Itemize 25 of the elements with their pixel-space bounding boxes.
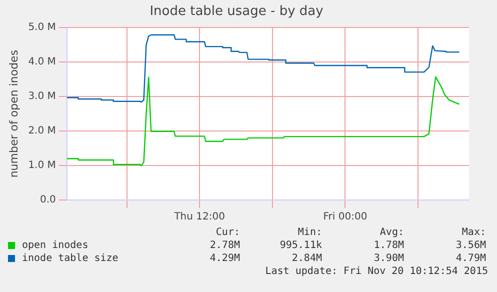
y-axis-title: number of open inodes bbox=[7, 50, 20, 178]
text: 4.29M bbox=[208, 252, 240, 265]
text: 2.78M bbox=[208, 239, 240, 252]
text: 995.11k bbox=[278, 239, 322, 252]
text: Last update: Fri Nov 20 10:12:54 2015 bbox=[264, 265, 488, 278]
chart-title: Inode table usage - by day bbox=[150, 4, 324, 20]
legend-label: open inodes bbox=[21, 239, 90, 252]
text: 3.90M bbox=[372, 252, 404, 265]
text: 4.79M bbox=[454, 252, 486, 265]
x-tick-label: Thu 12:00 bbox=[173, 212, 225, 223]
y-tick-label: 3.0 M bbox=[28, 91, 56, 102]
text: Max: bbox=[460, 226, 486, 239]
legend-label: inode table size bbox=[21, 252, 120, 265]
y-tick-label: 0.0 bbox=[40, 194, 56, 206]
text: 1.78M bbox=[372, 239, 404, 252]
y-tick-label: 5.0 M bbox=[28, 22, 56, 34]
y-tick-label: 4.0 M bbox=[28, 56, 56, 68]
y-tick-label: 2.0 M bbox=[28, 126, 56, 137]
text: 3.56M bbox=[454, 239, 486, 252]
text: Min: bbox=[296, 226, 322, 239]
y-tick-label: 1.0 M bbox=[28, 160, 56, 172]
text: Cur: bbox=[214, 226, 240, 239]
text: Avg: bbox=[378, 226, 404, 239]
x-tick-label: Fri 00:00 bbox=[323, 212, 368, 223]
text: 2.84M bbox=[290, 252, 322, 265]
